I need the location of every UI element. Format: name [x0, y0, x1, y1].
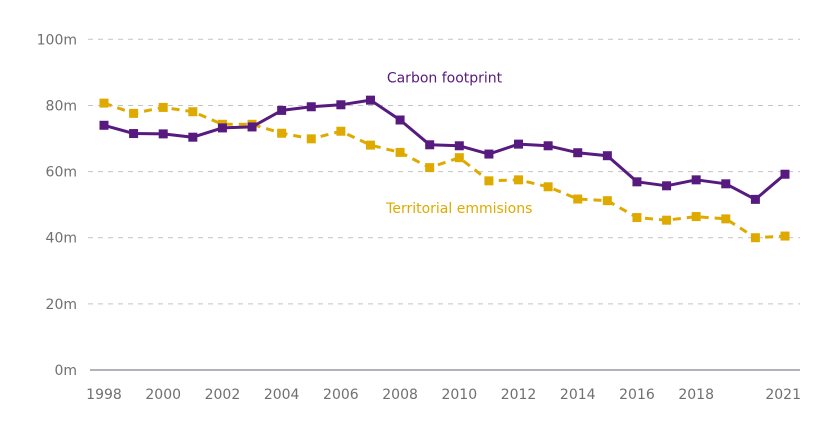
data-point-territorial-emmisions	[602, 196, 612, 206]
data-point-territorial-emmisions	[188, 107, 198, 117]
data-point-carbon-footprint	[780, 169, 790, 179]
x-tick-label: 2002	[205, 387, 241, 403]
y-tick-label: 40m	[46, 231, 77, 247]
x-tick-label: 2012	[501, 387, 537, 403]
data-point-territorial-emmisions	[543, 182, 553, 192]
y-tick-label: 60m	[46, 165, 77, 181]
data-point-carbon-footprint	[158, 129, 168, 139]
data-point-carbon-footprint	[691, 175, 701, 185]
data-point-carbon-footprint	[454, 141, 464, 151]
data-point-carbon-footprint	[99, 120, 109, 130]
x-tick-label: 2006	[323, 387, 359, 403]
x-tick-label: 2004	[264, 387, 300, 403]
data-point-territorial-emmisions	[780, 231, 790, 241]
data-point-territorial-emmisions	[721, 214, 731, 224]
data-point-carbon-footprint	[543, 141, 553, 151]
data-point-territorial-emmisions	[750, 233, 760, 243]
data-point-carbon-footprint	[188, 132, 198, 142]
x-tick-label: 2000	[145, 387, 181, 403]
axes: 0m 20m 40m 60m 80m 100m 1998 2000 2002 2004 2006 20…	[37, 32, 801, 403]
y-tick-label: 100m	[37, 32, 77, 48]
data-point-carbon-footprint	[721, 179, 731, 189]
data-point-carbon-footprint	[484, 149, 494, 159]
data-point-carbon-footprint	[336, 100, 346, 110]
data-point-carbon-footprint	[632, 177, 642, 187]
data-point-territorial-emmisions	[573, 194, 583, 204]
data-point-territorial-emmisions	[158, 102, 168, 112]
series-territorial-emmisions	[99, 98, 790, 243]
gridlines	[88, 38, 800, 305]
data-point-carbon-footprint	[129, 129, 139, 139]
data-point-territorial-emmisions	[336, 126, 346, 136]
data-point-carbon-footprint	[750, 194, 760, 204]
data-point-territorial-emmisions	[454, 153, 464, 163]
data-point-carbon-footprint	[662, 181, 672, 191]
x-tick-label: 2008	[382, 387, 418, 403]
data-point-carbon-footprint	[425, 140, 435, 150]
data-point-carbon-footprint	[514, 139, 524, 149]
data-point-carbon-footprint	[573, 148, 583, 158]
data-point-territorial-emmisions	[129, 108, 139, 118]
data-point-carbon-footprint	[365, 95, 375, 105]
series-line-carbon-footprint	[103, 98, 786, 201]
series-labels: Territorial emmisions Carbon footprint	[385, 70, 532, 217]
data-point-carbon-footprint	[395, 115, 405, 125]
x-tick-label: 2018	[678, 387, 714, 403]
data-point-territorial-emmisions	[484, 176, 494, 186]
data-point-territorial-emmisions	[365, 140, 375, 150]
x-tick-label: 2021	[765, 387, 801, 403]
series	[99, 95, 790, 243]
x-tick-label: 2014	[560, 387, 596, 403]
data-point-territorial-emmisions	[277, 128, 287, 138]
data-point-territorial-emmisions	[306, 134, 316, 144]
data-point-carbon-footprint	[602, 151, 612, 161]
data-point-territorial-emmisions	[514, 175, 524, 185]
series-carbon-footprint	[99, 95, 790, 204]
x-tick-label: 2016	[619, 387, 655, 403]
data-point-territorial-emmisions	[395, 147, 405, 157]
x-tick-label: 1998	[86, 387, 122, 403]
y-tick-label: 20m	[46, 297, 77, 313]
data-point-carbon-footprint	[306, 102, 316, 112]
data-point-carbon-footprint	[247, 122, 257, 132]
series-line-territorial-emmisions	[103, 101, 786, 240]
data-point-territorial-emmisions	[662, 215, 672, 225]
data-point-carbon-footprint	[277, 105, 287, 115]
series-label-territorial-emmisions: Territorial emmisions	[385, 201, 532, 217]
x-tick-label: 2010	[441, 387, 477, 403]
y-tick-label: 0m	[54, 363, 77, 379]
data-point-territorial-emmisions	[632, 213, 642, 223]
data-point-territorial-emmisions	[691, 212, 701, 222]
series-label-carbon-footprint: Carbon footprint	[387, 70, 503, 86]
data-point-carbon-footprint	[217, 123, 227, 133]
data-point-territorial-emmisions	[425, 163, 435, 173]
data-point-territorial-emmisions	[99, 98, 109, 108]
y-tick-label: 80m	[46, 98, 77, 114]
